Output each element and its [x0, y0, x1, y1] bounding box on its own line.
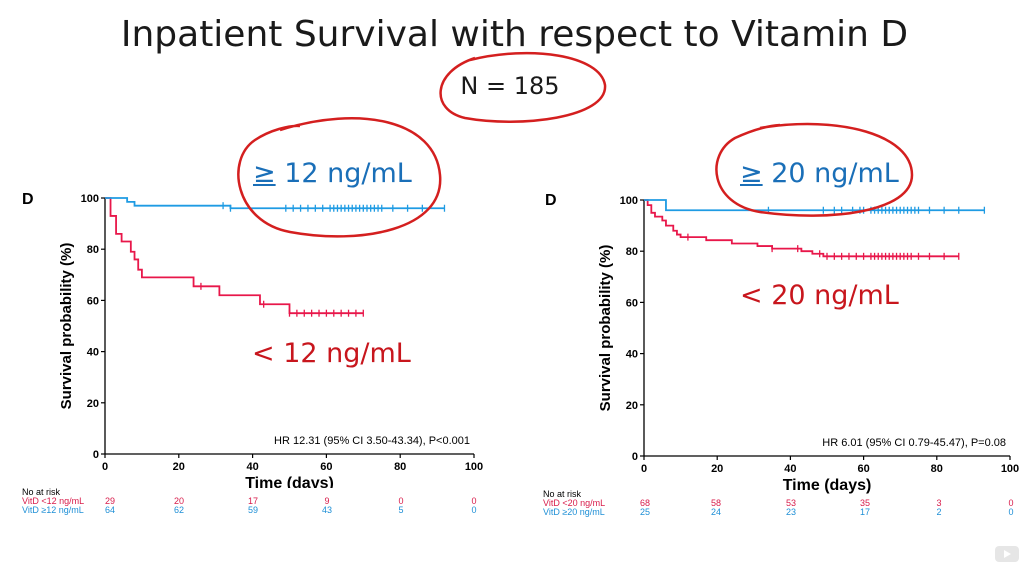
risk-table-1: No at risk VitD <12 ng/mL VitD ≥12 ng/mL…: [22, 488, 502, 518]
x-tick-label: 100: [465, 461, 483, 473]
annotation-high-1: ≥ 12 ng/mL: [253, 158, 412, 189]
risk-value: 0: [471, 505, 477, 515]
x-tick-label: 40: [784, 463, 796, 475]
geq-symbol-1: ≥: [253, 158, 276, 189]
x-tick-label: 0: [102, 461, 108, 473]
risk-value: 43: [321, 505, 332, 515]
risk-row-label: VitD <20 ng/mL: [543, 498, 606, 508]
survival-curve-high: [644, 199, 985, 212]
risk-value: 53: [785, 498, 796, 508]
risk-value: 58: [710, 498, 721, 508]
risk-value: 9: [324, 496, 330, 506]
risk-value: 23: [785, 507, 796, 517]
risk-value: 35: [859, 498, 870, 508]
risk-row-label: VitD ≥20 ng/mL: [543, 507, 605, 517]
x-tick-label: 80: [394, 461, 406, 473]
x-tick-label: 20: [711, 463, 723, 475]
play-icon[interactable]: [995, 546, 1019, 562]
x-tick-label: 0: [641, 463, 647, 475]
panel-2-letter: D: [545, 192, 557, 209]
x-axis-label: Time (days): [245, 475, 334, 488]
annotation-low-2: < 20 ng/mL: [740, 280, 899, 311]
annotation-high-2: ≥ 20 ng/mL: [740, 158, 899, 189]
hazard-ratio-text: HR 12.31 (95% CI 3.50-43.34), P<0.001: [274, 435, 470, 447]
risk-value: 24: [710, 507, 721, 517]
geq-symbol-2: ≥: [740, 158, 763, 189]
risk-value: 3: [936, 498, 942, 508]
y-axis-label: Survival probability (%): [597, 245, 614, 412]
y-tick-label: 40: [87, 347, 99, 359]
sample-size-label: N = 185: [460, 72, 560, 100]
risk-table-2: No at risk VitD <20 ng/mL VitD ≥20 ng/mL…: [543, 490, 1023, 520]
y-tick-label: 60: [626, 297, 638, 309]
risk-value: 68: [639, 498, 650, 508]
risk-value: 0: [398, 496, 404, 506]
y-tick-label: 20: [87, 398, 99, 410]
risk-value: 25: [639, 507, 650, 517]
km-plot-2: 0 20 40 60 80 100 0 20 40 60 80 100 Survival probabi…: [597, 195, 1019, 494]
x-tick-label: 20: [173, 461, 185, 473]
y-tick-label: 0: [632, 451, 638, 463]
risk-value: 0: [1008, 507, 1014, 517]
risk-value: 20: [173, 496, 184, 506]
risk-value: 2: [936, 507, 942, 517]
survival-curve-low: [644, 199, 959, 258]
km-plot-1: 0 20 40 60 80 100 0 20 40 60 80 100 Survival probabi…: [58, 193, 483, 488]
annotation-high-2-text: 20 ng/mL: [762, 158, 899, 189]
survival-curve-low: [105, 197, 364, 315]
survival-curve-high: [105, 197, 445, 210]
risk-value: 29: [104, 496, 115, 506]
x-tick-label: 60: [857, 463, 869, 475]
risk-header-2: No at risk: [543, 489, 582, 499]
annotation-low-1: < 12 ng/mL: [252, 338, 411, 369]
y-tick-label: 40: [626, 349, 638, 361]
risk-value: 0: [1008, 498, 1014, 508]
risk-value: 17: [247, 496, 258, 506]
y-tick-label: 0: [93, 449, 99, 461]
y-tick-label: 100: [81, 193, 99, 205]
x-tick-label: 80: [931, 463, 943, 475]
annotation-high-1-text: 12 ng/mL: [275, 158, 412, 189]
y-tick-label: 80: [626, 246, 638, 258]
y-axis-label: Survival probability (%): [58, 243, 75, 410]
risk-header-1: No at risk: [22, 487, 61, 497]
x-tick-label: 40: [246, 461, 258, 473]
y-tick-label: 80: [87, 244, 99, 256]
risk-value: 5: [398, 505, 404, 515]
risk-value: 62: [173, 505, 184, 515]
y-tick-label: 20: [626, 400, 638, 412]
risk-row-label: VitD <12 ng/mL: [22, 496, 85, 506]
panel-1-letter: D: [22, 191, 34, 208]
x-tick-label: 60: [320, 461, 332, 473]
hazard-ratio-text: HR 6.01 (95% CI 0.79-45.47), P=0.08: [822, 437, 1006, 449]
y-tick-label: 60: [87, 295, 99, 307]
x-axis-label: Time (days): [783, 477, 872, 494]
risk-value: 0: [471, 496, 477, 506]
risk-row-label: VitD ≥12 ng/mL: [22, 505, 84, 515]
risk-value: 17: [859, 507, 870, 517]
y-tick-label: 100: [620, 195, 638, 207]
risk-value: 59: [247, 505, 258, 515]
slide-title: Inpatient Survival with respect to Vitam…: [120, 14, 909, 55]
risk-value: 64: [104, 505, 115, 515]
x-tick-label: 100: [1001, 463, 1019, 475]
